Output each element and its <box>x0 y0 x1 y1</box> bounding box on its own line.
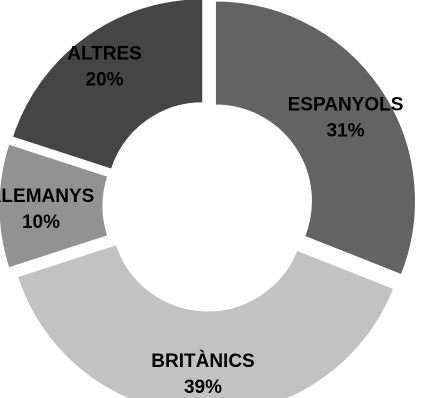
slice-label-alemanys: ALEMANYS <box>0 186 94 207</box>
slice-altres <box>11 0 204 170</box>
slice-britanics <box>16 244 395 398</box>
slice-value-altres: 20% <box>86 69 124 90</box>
slice-value-espanyols: 31% <box>326 121 364 142</box>
slice-label-espanyols: ESPANYOLS <box>288 95 404 116</box>
slice-value-alemanys: 10% <box>22 212 60 233</box>
slice-label-britanics: BRITÀNICS <box>151 350 254 372</box>
slice-espanyols <box>214 0 416 276</box>
slice-alemanys <box>0 143 109 269</box>
chart-labels: ESPANYOLS 31% BRITÀNICS 39% ALEMANYS 10% ALTRE… <box>0 43 403 398</box>
slice-label-altres: ALTRES <box>67 43 142 64</box>
slice-value-britanics: 39% <box>184 377 222 398</box>
chart-slices <box>0 0 416 398</box>
